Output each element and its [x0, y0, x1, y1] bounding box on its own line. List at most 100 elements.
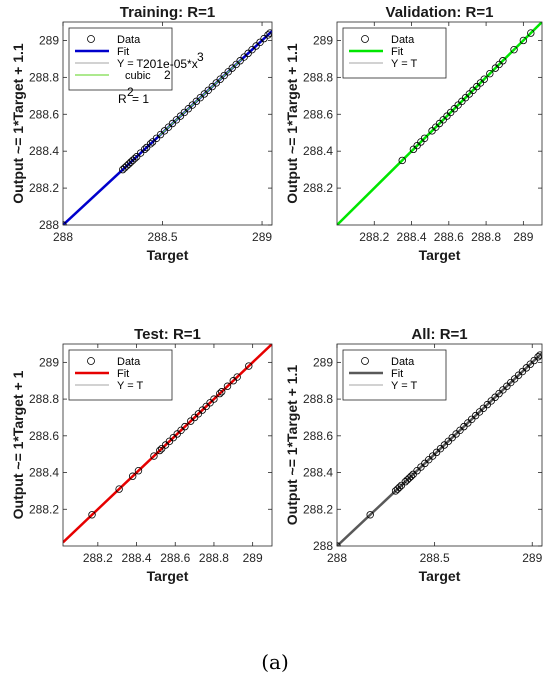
data-point [534, 353, 542, 361]
data-point [248, 45, 256, 54]
data-point [439, 116, 447, 124]
data-point [152, 134, 161, 142]
y-tick-label: 288.8 [303, 70, 333, 84]
data-point [121, 164, 129, 172]
data-point [220, 71, 228, 80]
data-point [460, 422, 468, 431]
y-tick-label: 289 [39, 33, 59, 47]
data-point [264, 31, 272, 39]
legend-label: Fit [391, 368, 403, 380]
data-point [479, 404, 488, 412]
y-tick-label: 288.4 [29, 466, 59, 480]
data-point [458, 97, 466, 106]
data-point [510, 375, 519, 383]
y-axis-label: Output ~= 1*Target + 1 [10, 370, 26, 519]
data-point [487, 397, 495, 405]
data-point [473, 82, 481, 91]
data-point [157, 444, 166, 453]
data-point [204, 86, 213, 94]
data-point [510, 45, 518, 54]
data-point [192, 97, 201, 106]
cubic-fit-line [158, 58, 243, 137]
y-axis-label: Output ~= 1*Target + 1.1 [284, 365, 300, 526]
data-point [184, 105, 193, 113]
data-point [119, 165, 127, 174]
data-point [468, 415, 476, 423]
annotation-text: = 1 [132, 92, 149, 106]
y-tick-label: 288.8 [29, 70, 59, 84]
x-tick-label: 288.4 [122, 551, 152, 565]
data-point [190, 413, 199, 422]
legend-box [342, 27, 447, 79]
x-tick-label: 288.2 [359, 230, 389, 244]
data-point [428, 127, 436, 135]
data-point [519, 36, 528, 45]
y-axis-label: Output ~= 1*Target + 1.1 [10, 43, 26, 204]
data-point [256, 38, 264, 46]
data-point [518, 367, 527, 376]
data-point [128, 472, 137, 480]
subplot-title: Test: R=1 [134, 326, 201, 343]
data-point [233, 373, 241, 381]
y-tick-label: 288.6 [303, 429, 333, 443]
data-point [471, 411, 480, 420]
legend-box [68, 27, 173, 91]
axes-box [336, 343, 543, 547]
x-tick-label: 288.4 [397, 230, 427, 244]
data-point [206, 399, 214, 407]
data-point [444, 437, 452, 446]
data-point [465, 90, 474, 98]
legend-data-marker [87, 35, 95, 43]
data-point [136, 149, 145, 157]
x-tick-label: 288.5 [148, 230, 178, 244]
y-tick-label: 288 [313, 539, 333, 553]
data-point [397, 481, 406, 490]
axes-box [336, 21, 543, 226]
x-tick-label: 289 [513, 230, 533, 244]
data-point [420, 134, 429, 142]
x-tick-label: 288 [327, 551, 347, 565]
fit-equation-annotation: 201e-05*x 32R 2 = 1 [118, 50, 204, 106]
data-point [432, 123, 440, 131]
data-point [475, 408, 484, 416]
x-axis-label: Target [147, 568, 189, 584]
y-tick-label: 288.2 [29, 502, 59, 516]
data-point [266, 29, 272, 37]
y-tick-label: 288.2 [303, 502, 333, 516]
legend-label: Y = T [391, 58, 417, 70]
data-point [448, 433, 456, 442]
legend-box [342, 349, 447, 401]
data-point [244, 49, 252, 58]
y-tick-label: 288.2 [303, 181, 333, 195]
y-tick-label: 289 [39, 355, 59, 369]
data-point [483, 400, 492, 409]
data-point [403, 476, 411, 484]
y-tick-label: 288.4 [303, 144, 333, 158]
data-point [446, 108, 455, 117]
data-point [126, 158, 135, 166]
data-point [398, 156, 406, 165]
legend-label: Fit [117, 368, 129, 380]
y-tick-label: 289 [313, 33, 333, 47]
annotation-text: 2 [127, 85, 134, 99]
data-point [413, 141, 421, 150]
data-point [514, 371, 523, 379]
subplot-2: 288.2 288.4 288.6 288.8 289 288.2 288.4 288.6 28… [284, 4, 543, 263]
data-point [252, 42, 260, 50]
subplot-3: 288.2 288.4 288.6 288.8 289 288.2 288.4 288.6 28… [10, 326, 273, 584]
data-point [169, 433, 178, 442]
data-point [409, 470, 417, 479]
legend-label: Data [391, 356, 415, 368]
data-point [236, 57, 244, 65]
data-point [503, 382, 511, 390]
data-point [217, 388, 226, 396]
annotation-text: 201e-05*x [143, 57, 198, 71]
data-point [499, 386, 507, 394]
data-point [499, 57, 507, 65]
y-tick-label: 288 [39, 218, 59, 232]
data-point [417, 463, 425, 471]
data-point [421, 459, 429, 468]
y-tick-label: 288.6 [29, 429, 59, 443]
data-point [395, 483, 404, 491]
